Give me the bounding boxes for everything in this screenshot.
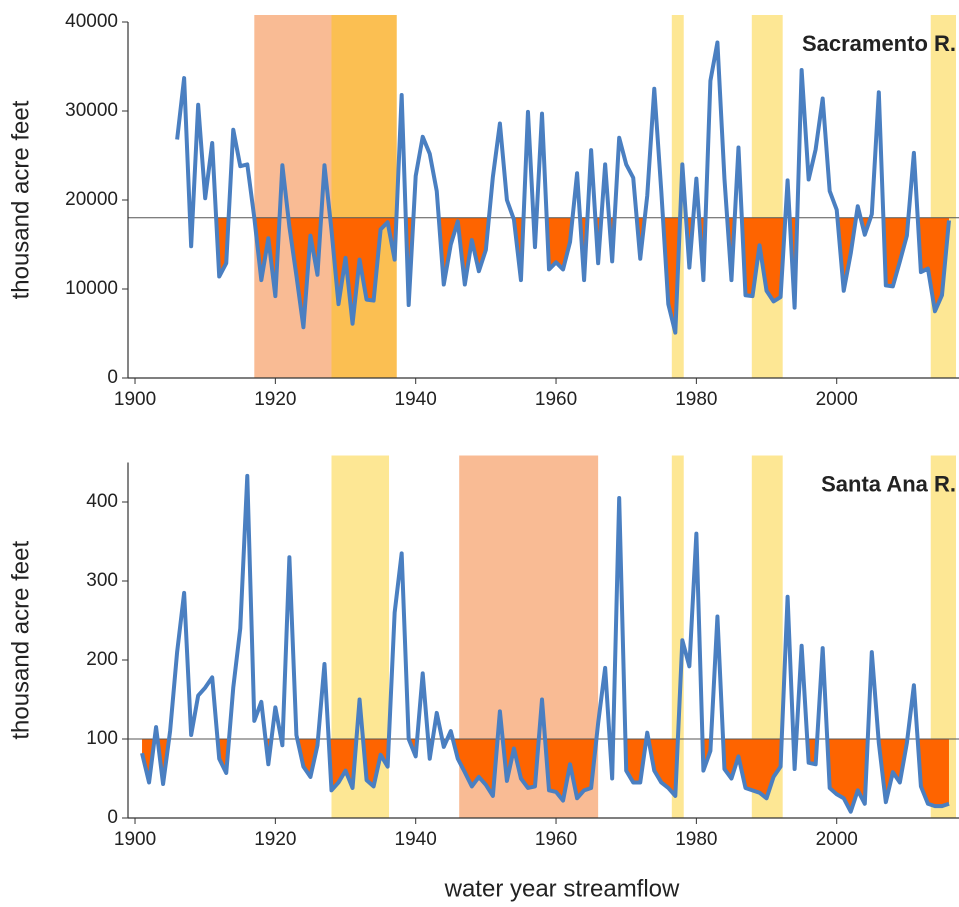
period-span [671, 455, 684, 818]
x-tick-label: 1980 [675, 829, 717, 850]
y-tick-label: 300 [86, 570, 118, 591]
x-tick-label: 2000 [816, 389, 858, 410]
y-tick-label: 200 [86, 649, 118, 670]
x-tick-label: 1920 [254, 389, 296, 410]
y-tick-label: 30000 [65, 100, 118, 121]
y-tick-label: 20000 [65, 189, 118, 210]
panel-title: Santa Ana R. [821, 471, 956, 496]
x-tick-label: 1940 [395, 829, 437, 850]
y-tick-label: 100 [86, 728, 118, 749]
period-span [331, 15, 397, 378]
streamflow-line [175, 40, 951, 335]
deficit-area [142, 739, 949, 812]
x-tick-label: 1980 [675, 389, 717, 410]
x-tick-label: 1960 [535, 829, 577, 850]
y-tick-label: 400 [86, 491, 118, 512]
x-tick-label: 1900 [114, 389, 156, 410]
period-span [930, 15, 956, 378]
x-tick-label: 1960 [535, 389, 577, 410]
x-tick-label: 1920 [254, 829, 296, 850]
streamflow-line [140, 473, 950, 814]
y-tick-label: 10000 [65, 278, 118, 299]
y-tick-label: 0 [107, 367, 118, 388]
period-span [751, 15, 783, 378]
period-span [671, 15, 684, 378]
period-span [254, 15, 332, 378]
x-tick-label: 2000 [816, 829, 858, 850]
x-tick-label: 1900 [114, 829, 156, 850]
y-tick-label: 40000 [65, 11, 118, 32]
y-axis-title: thousand acre feet [7, 100, 34, 299]
y-axis-title: thousand acre feet [7, 541, 34, 740]
x-tick-label: 1940 [395, 389, 437, 410]
x-axis-title: water year streamflow [444, 875, 680, 902]
y-tick-label: 0 [107, 807, 118, 828]
panel-title: Sacramento R. [802, 31, 956, 56]
